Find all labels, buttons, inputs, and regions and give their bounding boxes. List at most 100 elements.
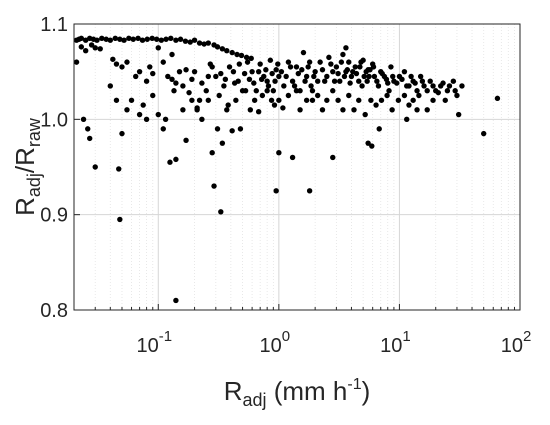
data-point <box>167 159 173 165</box>
data-point <box>121 37 127 43</box>
data-point <box>356 78 362 84</box>
data-point <box>126 35 132 41</box>
data-point <box>189 97 195 103</box>
data-point <box>435 89 441 96</box>
data-point <box>442 97 448 103</box>
data-point <box>214 44 221 50</box>
data-point <box>248 55 254 62</box>
data-point <box>303 97 310 103</box>
data-point <box>356 97 362 103</box>
data-point <box>107 83 114 89</box>
y-tick-label: 1.0 <box>40 109 68 131</box>
data-point <box>221 83 227 89</box>
data-point <box>368 97 374 103</box>
data-point <box>231 80 238 86</box>
data-point <box>144 36 150 42</box>
data-point <box>376 126 382 132</box>
data-point <box>276 150 282 156</box>
data-point <box>373 102 379 108</box>
data-point <box>183 137 189 144</box>
data-point <box>136 68 143 75</box>
data-point <box>419 78 426 84</box>
data-point <box>153 36 160 42</box>
data-point <box>249 68 255 75</box>
data-point <box>309 88 316 94</box>
y-tick-label: 1.1 <box>40 14 68 36</box>
data-point <box>173 156 179 163</box>
data-point <box>280 105 286 111</box>
data-point <box>312 68 318 75</box>
data-point <box>306 188 313 194</box>
data-point <box>222 76 229 82</box>
data-point <box>246 76 253 82</box>
data-point <box>444 88 451 94</box>
data-point <box>297 107 303 113</box>
data-point <box>117 216 123 223</box>
data-point <box>209 64 215 70</box>
data-point <box>219 46 226 52</box>
data-point <box>133 73 139 80</box>
data-point <box>351 107 357 113</box>
data-point <box>194 107 200 113</box>
data-point <box>117 36 123 42</box>
y-tick-label: 0.9 <box>40 205 68 227</box>
data-point <box>82 37 89 43</box>
data-point <box>352 64 358 70</box>
data-point <box>386 88 392 94</box>
data-point <box>226 64 233 70</box>
data-point <box>169 76 175 82</box>
data-point <box>209 150 215 156</box>
data-point <box>107 37 114 43</box>
data-point <box>430 83 436 89</box>
data-point <box>324 97 330 103</box>
data-point <box>229 49 235 56</box>
data-point <box>87 135 93 142</box>
data-point <box>335 70 341 77</box>
data-point <box>236 61 243 67</box>
data-point <box>374 78 380 84</box>
data-point <box>92 164 98 170</box>
data-point <box>300 49 307 56</box>
data-point <box>119 130 125 137</box>
data-point <box>264 88 270 94</box>
data-point <box>414 88 420 94</box>
data-point <box>401 92 408 99</box>
data-point <box>378 97 385 103</box>
data-point <box>124 59 130 65</box>
data-point <box>331 78 338 84</box>
data-point <box>348 73 355 80</box>
data-point <box>218 70 224 77</box>
data-point <box>346 59 352 65</box>
y-axis-label: Radj/Rraw <box>10 117 44 216</box>
data-point <box>173 80 179 86</box>
data-point <box>128 97 135 103</box>
data-point <box>344 67 351 73</box>
data-point <box>171 88 177 94</box>
data-point <box>94 37 100 43</box>
axes-box <box>73 23 521 311</box>
data-point <box>330 68 336 75</box>
data-point <box>103 36 109 42</box>
data-point <box>224 47 230 54</box>
data-point <box>113 97 120 103</box>
data-point <box>408 73 414 80</box>
data-point <box>78 44 85 50</box>
data-point <box>358 59 364 65</box>
data-point <box>180 107 186 113</box>
data-point <box>147 64 153 70</box>
data-point <box>263 67 269 73</box>
data-point <box>273 188 279 194</box>
data-point <box>143 78 150 84</box>
data-point <box>173 37 179 43</box>
data-point <box>234 51 240 58</box>
data-point <box>238 52 245 59</box>
data-point <box>112 35 118 41</box>
data-point <box>481 130 487 137</box>
data-point <box>135 35 141 41</box>
data-points <box>73 35 501 304</box>
data-point <box>265 83 272 89</box>
data-point <box>213 73 219 80</box>
data-point <box>224 107 230 113</box>
data-point <box>251 80 257 86</box>
data-point <box>399 76 405 82</box>
